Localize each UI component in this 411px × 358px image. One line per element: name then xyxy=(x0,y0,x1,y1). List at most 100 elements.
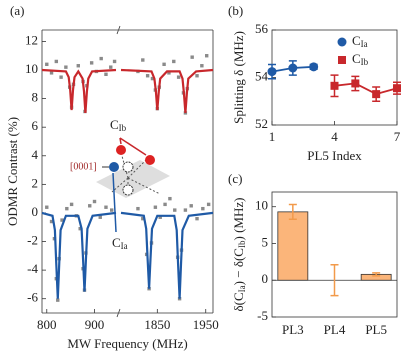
y-tick-label: -4 xyxy=(27,261,38,276)
error-bar xyxy=(330,264,339,297)
data-point xyxy=(162,62,166,67)
x-tick-label: PL4 xyxy=(324,322,346,337)
plot-frame xyxy=(271,191,398,318)
x-tick-label: 1 xyxy=(269,129,276,144)
arrow xyxy=(112,172,117,233)
data-point xyxy=(158,215,162,219)
y-tick-label: 10 xyxy=(25,61,38,76)
marker xyxy=(351,79,360,88)
fit-line xyxy=(41,211,117,299)
annotation: CIa xyxy=(112,235,128,251)
data-point xyxy=(104,205,108,209)
legend-label: CIa xyxy=(352,33,368,49)
data-point xyxy=(59,75,63,79)
data-point xyxy=(45,62,49,67)
fit-line xyxy=(41,68,117,113)
data-point xyxy=(54,59,59,64)
y-tick-label: 6 xyxy=(32,118,39,133)
y-tick-label: 0 xyxy=(262,271,269,286)
data-point xyxy=(195,216,199,221)
data-point xyxy=(167,71,171,75)
data-point xyxy=(98,215,102,219)
fit-line xyxy=(120,68,214,113)
series-line xyxy=(334,82,398,96)
panel-label: (c) xyxy=(228,171,242,186)
data-point xyxy=(45,205,49,209)
fit-line xyxy=(120,211,214,299)
x-axis-label: PL5 Index xyxy=(307,148,362,163)
data-point xyxy=(172,59,176,64)
x-axis-label: MW Frequency (MHz) xyxy=(67,336,187,351)
data-point xyxy=(104,72,108,77)
data-point xyxy=(190,55,194,59)
x-tick-label: PL5 xyxy=(365,322,387,337)
data-point xyxy=(195,74,199,78)
data-point xyxy=(173,208,177,212)
data-point xyxy=(109,65,113,69)
data-point xyxy=(60,218,64,222)
marker xyxy=(393,84,401,93)
marker xyxy=(330,81,339,90)
arrow xyxy=(119,137,147,156)
data-point xyxy=(176,75,181,79)
data-point xyxy=(56,298,60,302)
x-tick-label: 1950 xyxy=(193,317,219,332)
bar xyxy=(277,211,309,281)
y-tick-label: 0 xyxy=(32,204,39,219)
atom-blue xyxy=(109,162,119,172)
data-point xyxy=(153,205,158,209)
y-axis-label: Splitting δ (MHz) xyxy=(231,31,246,124)
y-tick-label: -5 xyxy=(257,308,268,323)
atom xyxy=(122,184,134,196)
marker xyxy=(288,63,298,73)
bond xyxy=(111,177,129,193)
data-point xyxy=(88,204,92,208)
data-point xyxy=(201,206,205,211)
y-tick-label: 4 xyxy=(32,147,39,162)
error-bar xyxy=(288,203,297,220)
data-point xyxy=(145,74,150,78)
y-tick-label: -6 xyxy=(27,290,38,305)
data-point xyxy=(136,206,140,211)
data-point xyxy=(141,58,145,62)
data-point xyxy=(64,65,68,69)
data-point xyxy=(189,204,193,208)
data-point xyxy=(163,202,167,207)
atom-red xyxy=(145,155,155,165)
y-tick-label: 5 xyxy=(262,234,269,249)
y-axis-label: ODMR Contrast (%) xyxy=(5,117,20,226)
x-tick-label: 7 xyxy=(394,129,401,144)
data-point xyxy=(168,196,172,201)
y-tick-label: 12 xyxy=(25,32,38,47)
axis-break xyxy=(116,308,121,318)
marker xyxy=(309,62,319,72)
data-point xyxy=(76,64,80,68)
data-point xyxy=(150,76,155,81)
x-tick-label: 4 xyxy=(331,129,338,144)
axis-break xyxy=(116,25,121,35)
data-point xyxy=(89,61,94,65)
y-tick-label: 54 xyxy=(255,68,269,83)
error-bar xyxy=(372,272,381,277)
data-point xyxy=(206,202,211,207)
legend-marker xyxy=(337,37,347,47)
data-point xyxy=(65,206,69,211)
data-point xyxy=(78,226,82,231)
bond xyxy=(127,177,161,195)
x-tick-label: 800 xyxy=(37,317,57,332)
x-tick-label: 900 xyxy=(85,317,105,332)
atom xyxy=(122,161,134,173)
y-tick-label: 52 xyxy=(255,116,268,131)
data-point xyxy=(69,202,74,207)
data-point xyxy=(110,208,114,212)
x-tick-label: 1850 xyxy=(144,317,170,332)
marker xyxy=(372,90,381,99)
data-point xyxy=(92,199,97,204)
data-point xyxy=(49,219,54,224)
y-tick-label: 8 xyxy=(32,90,39,105)
x-tick-label: PL3 xyxy=(282,322,304,337)
data-point xyxy=(99,56,103,61)
data-point xyxy=(200,64,204,68)
